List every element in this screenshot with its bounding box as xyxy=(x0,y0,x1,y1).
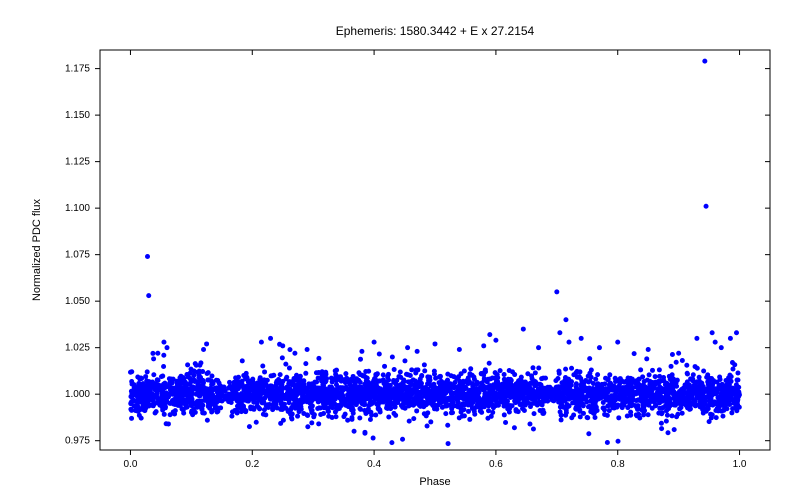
outlier-point xyxy=(734,330,739,335)
outlier-point xyxy=(268,336,273,341)
outlier-point xyxy=(493,338,498,343)
outlier-point xyxy=(676,351,681,356)
chart-container: 0.0 0.2 0.4 0.6 0.8 1.0 0.975 1.000 1.025 1.050 1.… xyxy=(0,0,800,500)
outlier-point xyxy=(481,343,486,348)
outlier-point xyxy=(146,293,151,298)
y-axis-label: Normalized PDC flux xyxy=(31,198,43,301)
outlier-point xyxy=(359,349,364,354)
outlier-point xyxy=(567,340,572,345)
outlier-point xyxy=(646,347,651,352)
x-tick-label: 0.6 xyxy=(489,459,503,470)
outlier-point xyxy=(487,332,492,337)
x-tick-label: 1.0 xyxy=(733,459,747,470)
outlier-point xyxy=(615,340,620,345)
outlier-point xyxy=(145,254,150,259)
outlier-point xyxy=(704,204,709,209)
outlier-point xyxy=(204,341,209,346)
outlier-point xyxy=(433,341,438,346)
y-tick-label: 1.175 xyxy=(65,64,90,75)
outlier-point xyxy=(405,345,410,350)
y-tick-label: 1.150 xyxy=(65,110,90,121)
x-axis-label: Phase xyxy=(419,476,450,488)
outlier-point xyxy=(702,59,707,64)
outlier-point xyxy=(713,340,718,345)
outlier-point xyxy=(280,343,285,348)
x-tick-label: 0.2 xyxy=(245,459,259,470)
outlier-point xyxy=(161,340,166,345)
outlier-point xyxy=(536,345,541,350)
y-tick-label: 1.100 xyxy=(65,203,90,214)
outlier-point xyxy=(728,336,733,341)
x-tick-label: 0.8 xyxy=(611,459,625,470)
chart-title: Ephemeris: 1580.3442 + E x 27.2154 xyxy=(336,24,535,38)
outlier-point xyxy=(305,347,310,352)
x-tick-label: 0.4 xyxy=(367,459,381,470)
outlier-point xyxy=(165,345,170,350)
outlier-point xyxy=(151,356,156,361)
outlier-point xyxy=(554,289,559,294)
y-tick-label: 1.000 xyxy=(65,389,90,400)
outlier-point xyxy=(563,317,568,322)
outlier-point xyxy=(579,336,584,341)
outlier-point xyxy=(292,351,297,356)
y-tick-label: 0.975 xyxy=(65,436,90,447)
y-tick-label: 1.050 xyxy=(65,296,90,307)
outlier-point xyxy=(710,330,715,335)
scatter-chart: 0.0 0.2 0.4 0.6 0.8 1.0 0.975 1.000 1.025 1.050 1.… xyxy=(0,0,800,500)
outlier-point xyxy=(259,340,264,345)
outlier-point xyxy=(597,345,602,350)
outlier-point xyxy=(390,354,395,359)
y-tick-label: 1.125 xyxy=(65,157,90,168)
y-tick-label: 1.075 xyxy=(65,250,90,261)
outlier-point xyxy=(362,431,367,436)
outlier-point xyxy=(201,347,206,352)
outlier-point xyxy=(457,347,462,352)
outlier-point xyxy=(557,330,562,335)
outlier-point xyxy=(694,336,699,341)
y-tick-label: 1.025 xyxy=(65,343,90,354)
x-tick-label: 0.0 xyxy=(124,459,138,470)
outlier-point xyxy=(521,327,526,332)
outlier-point xyxy=(155,351,160,356)
outlier-point xyxy=(372,340,377,345)
outlier-point xyxy=(719,345,724,350)
